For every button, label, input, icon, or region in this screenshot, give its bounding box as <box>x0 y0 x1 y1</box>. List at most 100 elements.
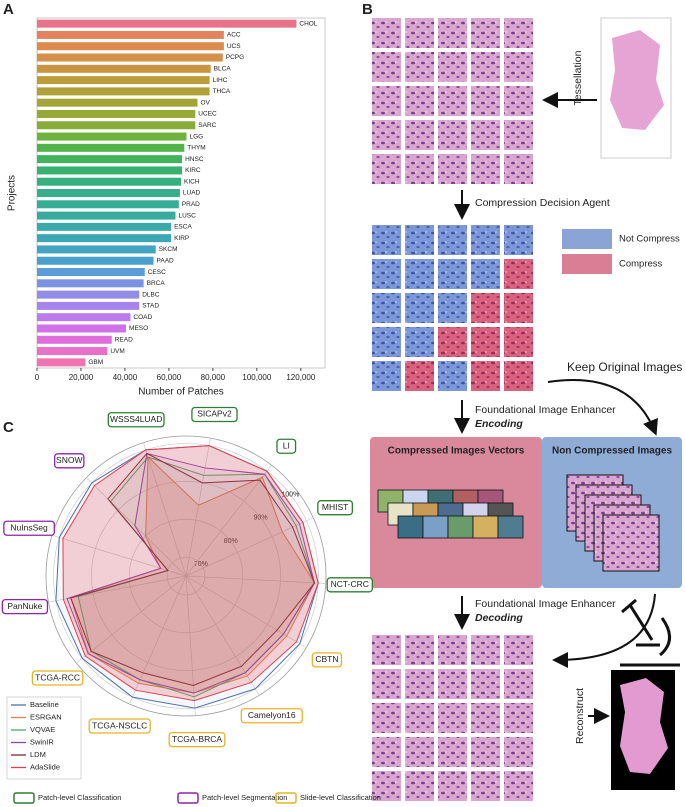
category-label: NuInsSeg <box>10 523 48 533</box>
bar <box>37 222 172 231</box>
bar-label: ESCA <box>174 224 192 231</box>
tile <box>372 669 401 699</box>
category-box <box>168 731 226 748</box>
bar <box>37 53 223 62</box>
tile <box>372 635 401 665</box>
bar-label: BLCA <box>214 66 232 73</box>
spoke <box>185 517 314 577</box>
tile <box>504 771 533 801</box>
bar <box>37 155 183 164</box>
category-box <box>88 718 151 734</box>
category-box <box>326 577 373 593</box>
label: Keep Original Images <box>567 360 682 374</box>
x-tick-label: 100,000 <box>242 373 271 382</box>
tile <box>471 52 500 82</box>
r-tick-label: 90% <box>254 515 268 522</box>
bar <box>37 19 297 28</box>
y-axis-title: Projects <box>7 175 18 211</box>
category-label: TCGA-RCC <box>35 672 80 682</box>
tile <box>504 327 533 357</box>
x-tick-label: 0 <box>35 373 40 382</box>
microscope <box>620 598 680 667</box>
tile <box>372 327 401 357</box>
x-axis-title: Number of Patches <box>138 387 224 398</box>
tile <box>372 18 401 48</box>
bar <box>37 301 140 310</box>
tile <box>438 327 467 357</box>
category-box <box>107 412 165 428</box>
label: Encoding <box>475 418 523 430</box>
tile <box>504 703 533 733</box>
bar <box>37 121 196 130</box>
label: Compression Decision Agent <box>475 197 610 209</box>
bar <box>37 109 196 118</box>
vector-cell <box>472 515 499 539</box>
spoke <box>185 575 326 584</box>
tile <box>405 259 434 289</box>
tile <box>504 293 533 323</box>
bar-label: PRAD <box>182 201 200 208</box>
bar-label: LGG <box>189 133 203 140</box>
tile <box>504 635 533 665</box>
bar <box>37 143 185 152</box>
tile <box>438 120 467 150</box>
tile <box>372 86 401 116</box>
category-label: CBTN <box>315 654 338 664</box>
tile <box>372 703 401 733</box>
tile <box>405 771 434 801</box>
tile <box>405 52 434 82</box>
bar <box>37 166 183 175</box>
category-box <box>31 670 84 686</box>
box-title: Non Compressed Images <box>552 446 672 457</box>
tile <box>471 293 500 323</box>
category-box <box>191 406 238 423</box>
legend-label: Baseline <box>30 700 59 709</box>
tile <box>372 737 401 767</box>
tile <box>471 703 500 733</box>
legend-frame <box>6 696 82 780</box>
bar <box>37 335 112 344</box>
category-box <box>276 438 297 454</box>
tile <box>438 52 467 82</box>
bar-label: OV <box>200 99 210 106</box>
tile <box>372 259 401 289</box>
bar-label: CHOL <box>299 20 317 27</box>
bar <box>37 324 127 333</box>
tile <box>504 154 533 184</box>
group-label: Slide-level Classification <box>300 793 381 802</box>
tile <box>438 361 467 391</box>
bar-label: HNSC <box>185 156 204 163</box>
tile <box>504 120 533 150</box>
category-label: LI <box>283 440 290 450</box>
spoke <box>185 575 307 648</box>
bar-label: LUAD <box>183 190 201 197</box>
spoke <box>51 534 187 577</box>
tile <box>504 737 533 767</box>
tile <box>372 293 401 323</box>
legend-label: Not Compress <box>619 234 680 245</box>
bar <box>37 290 140 299</box>
bar <box>37 256 154 265</box>
tile <box>504 18 533 48</box>
bar-label: GBM <box>88 359 103 366</box>
tile <box>504 259 533 289</box>
category-label: SICAPv2 <box>197 409 232 419</box>
bar <box>37 200 179 209</box>
bar-label: PCPG <box>226 54 244 61</box>
legend-label: LDM <box>30 750 46 759</box>
tile <box>471 120 500 150</box>
category-box <box>311 652 343 668</box>
category-label: MHIST <box>322 502 348 512</box>
tile <box>405 120 434 150</box>
category-label: PanNuke <box>7 601 42 611</box>
tile <box>405 293 434 323</box>
tile <box>471 669 500 699</box>
tile <box>438 737 467 767</box>
radar-ring <box>91 481 281 671</box>
stacked-tile <box>602 514 660 572</box>
bar <box>37 358 86 367</box>
category-label: TCGA-BRCA <box>172 734 222 744</box>
reconstructed-wsi <box>620 678 668 774</box>
tile <box>471 635 500 665</box>
group-label: Patch-level Classification <box>38 793 121 802</box>
